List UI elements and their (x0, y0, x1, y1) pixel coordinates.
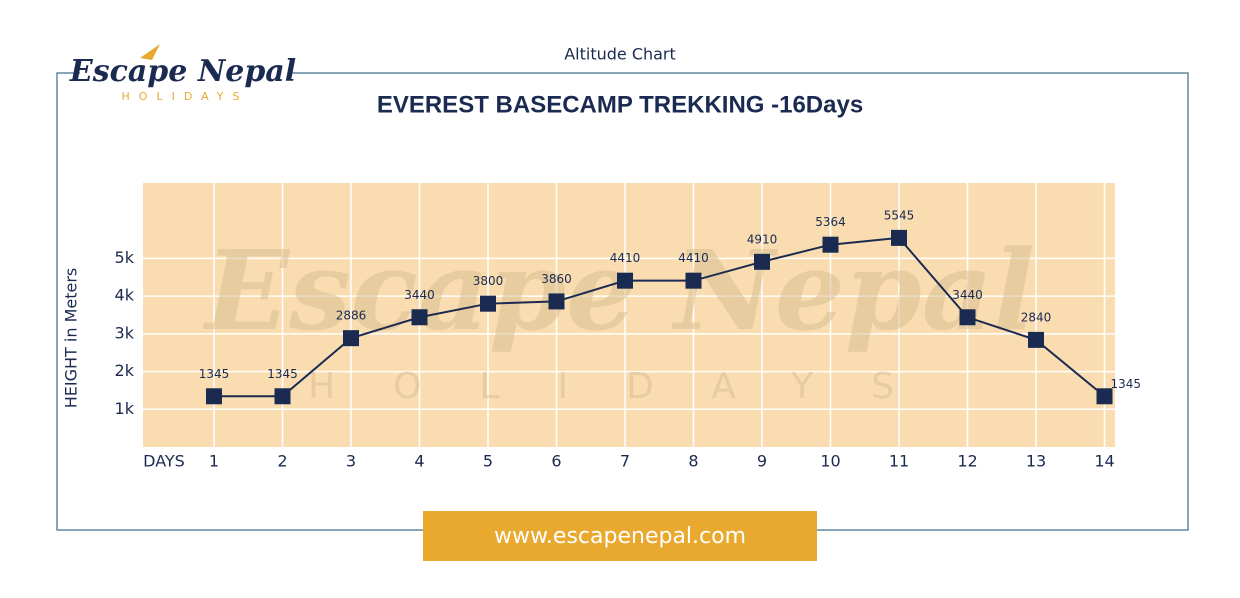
marker (343, 330, 359, 347)
value-label: 2840 (1021, 310, 1052, 324)
logo-backdrop (80, 40, 290, 110)
x-tick-label: 14 (1094, 452, 1114, 471)
y-axis-label: HEIGHT in Meters (62, 268, 81, 409)
marker (754, 253, 770, 270)
line (214, 236, 1106, 398)
x-tick-label: 9 (757, 452, 767, 471)
y-tick-label: 5k (115, 248, 135, 267)
x-tick-label: 10 (820, 452, 840, 471)
footer-box (423, 511, 817, 561)
grid (143, 183, 1115, 447)
plot-area (143, 183, 1115, 447)
x-tick-label: 4 (414, 452, 424, 471)
value-label: 4910 (747, 232, 778, 246)
x-tick-label: 13 (1026, 452, 1046, 471)
value-label: 3440 (404, 288, 435, 302)
y-tick-label: 3k (115, 323, 135, 342)
value-label: 1345 (267, 367, 298, 381)
marker (480, 295, 496, 312)
value-label: 5364 (815, 215, 846, 229)
value-label: 3860 (541, 272, 572, 286)
value-label: 1345 (1111, 377, 1142, 391)
x-tick-label: 5 (483, 452, 493, 471)
value-label: 5545 (884, 208, 915, 222)
value-label: 3440 (952, 288, 983, 302)
y-tick-label: 1k (115, 399, 135, 418)
x-tick-label: 3 (346, 452, 356, 471)
marker (822, 236, 839, 253)
marker (548, 293, 565, 310)
y-tick-label: 4k (115, 286, 135, 305)
logo-plane (140, 44, 160, 60)
value-label: 2886 (336, 309, 367, 323)
marker (1028, 331, 1044, 348)
header: Altitude Chart (564, 45, 676, 64)
marker (959, 309, 976, 326)
x-tick-label: 12 (957, 452, 977, 471)
marker (206, 388, 222, 405)
x-tick-label: 11 (889, 452, 909, 471)
y-tick-label: 2k (115, 361, 135, 380)
value-label: 4410 (610, 251, 641, 265)
marker (685, 272, 702, 289)
x-tick-label: 7 (620, 452, 630, 471)
watermark-name: Escape Nepal (202, 226, 1035, 355)
marker (1096, 388, 1113, 405)
x-tick-label: 6 (551, 452, 561, 471)
x-tick-label: 1 (209, 452, 219, 471)
value-label: 4410 (678, 251, 709, 265)
footer-url: www.escapenepal.com (494, 524, 746, 549)
logo-name: Escape Nepal (69, 54, 296, 89)
watermark-tagline: HOLIDAYS (308, 366, 952, 407)
value-label: 1345 (199, 367, 230, 381)
marker (411, 309, 428, 326)
x-tick-label: 8 (688, 452, 698, 471)
marker (274, 388, 291, 405)
x-axis-label: DAYS (143, 452, 185, 471)
chart-title: EVEREST BASECAMP TREKKING -16Days (377, 91, 863, 118)
marker (891, 229, 907, 246)
marker (617, 272, 633, 289)
x-tick-label: 2 (277, 452, 287, 471)
logo-tagline: HOLIDAYS (122, 90, 249, 103)
value-label: 3800 (473, 274, 504, 288)
